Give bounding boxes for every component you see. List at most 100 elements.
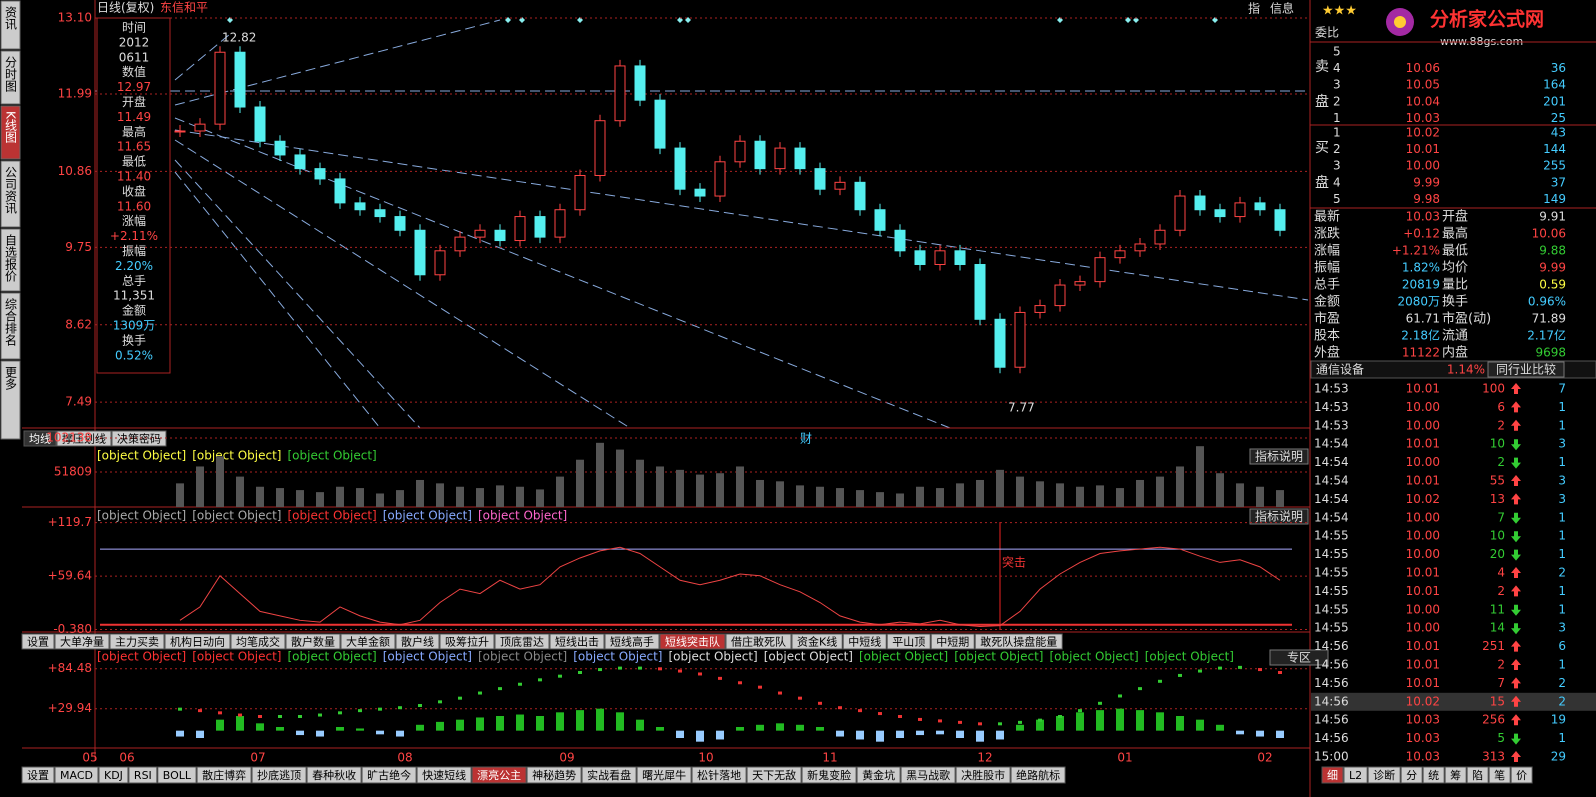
- tab[interactable]: [974, 633, 1063, 650]
- sidebar-tab[interactable]: [0, 228, 21, 292]
- tab-label[interactable]: 抄底逃顶: [257, 768, 301, 782]
- tab-label[interactable]: 陷: [1472, 768, 1483, 782]
- sidebar-tab-label[interactable]: 资讯: [4, 6, 18, 31]
- sidebar-tab[interactable]: [0, 50, 21, 105]
- tab-label[interactable]: 短线出击: [555, 635, 599, 649]
- tab[interactable]: [1466, 766, 1489, 784]
- industry-button-label[interactable]: 同行业比较: [1496, 362, 1556, 377]
- tab[interactable]: [196, 766, 252, 784]
- tab-label[interactable]: 价: [1516, 769, 1527, 782]
- tab[interactable]: [1343, 766, 1368, 784]
- sidebar-tab[interactable]: [0, 0, 21, 50]
- tab[interactable]: [23, 430, 57, 447]
- tab-label[interactable]: 黑马战歌: [906, 768, 950, 782]
- tab[interactable]: [128, 766, 158, 784]
- tab[interactable]: [930, 633, 975, 650]
- tab[interactable]: [54, 766, 99, 784]
- tab[interactable]: [251, 766, 307, 784]
- sidebar-tab[interactable]: [0, 105, 21, 160]
- tab-label[interactable]: 大单金额: [346, 635, 390, 649]
- tab-label[interactable]: 顶底雷达: [500, 635, 544, 649]
- sidebar-tab-label[interactable]: 更多: [4, 366, 18, 391]
- tab-label[interactable]: 曙光犀牛: [642, 768, 686, 782]
- tab-label[interactable]: 中短期: [936, 635, 969, 649]
- tab[interactable]: [900, 766, 956, 784]
- tab[interactable]: [21, 633, 55, 650]
- tab[interactable]: [98, 766, 129, 784]
- tab[interactable]: [604, 633, 660, 650]
- tab[interactable]: [361, 766, 417, 784]
- tab-label[interactable]: 设置: [27, 769, 49, 782]
- tab-label[interactable]: 平山顶: [892, 636, 925, 649]
- tab-label[interactable]: 均线: [29, 432, 51, 446]
- tab-label[interactable]: 天下无敌: [752, 768, 796, 782]
- tab-label[interactable]: 分: [1406, 769, 1417, 782]
- tab[interactable]: [21, 766, 55, 784]
- tab[interactable]: [791, 633, 843, 650]
- tab-label[interactable]: 新鬼变脸: [807, 768, 851, 782]
- tab-label[interactable]: 均笔成交: [236, 635, 280, 649]
- tab-label[interactable]: 敢死队操盘能量: [980, 635, 1057, 649]
- tab-label[interactable]: 黄金坑: [862, 768, 895, 782]
- tab[interactable]: [230, 633, 286, 650]
- tab-label[interactable]: 神秘趋势: [532, 768, 576, 782]
- tab-label[interactable]: 中短线: [848, 635, 881, 649]
- tab[interactable]: [842, 633, 887, 650]
- tab[interactable]: [285, 633, 341, 650]
- tab[interactable]: [659, 633, 726, 650]
- tab-label[interactable]: 松针落地: [697, 768, 741, 782]
- tab-label[interactable]: 散庄博弈: [202, 768, 246, 782]
- tab[interactable]: [1367, 766, 1401, 784]
- tab-label[interactable]: 春种秋收: [312, 768, 356, 782]
- tab-label[interactable]: BOLL: [163, 769, 192, 782]
- tab[interactable]: [54, 633, 110, 650]
- tab-label[interactable]: 快速短线: [422, 768, 466, 782]
- tab[interactable]: [1422, 766, 1445, 784]
- sidebar-tab-label[interactable]: 公司资讯: [4, 166, 18, 215]
- tab-label[interactable]: 筹: [1450, 768, 1461, 782]
- tab[interactable]: [725, 633, 792, 650]
- tab-label[interactable]: 决胜股市: [961, 768, 1005, 782]
- tab[interactable]: [395, 633, 440, 650]
- tab[interactable]: [955, 766, 1011, 784]
- tab-label[interactable]: 实战看盘: [587, 768, 631, 782]
- tab-label[interactable]: MACD: [60, 769, 93, 782]
- tab[interactable]: [1400, 766, 1423, 784]
- indicator-button[interactable]: [1249, 448, 1309, 465]
- tab-label[interactable]: 决策密码: [117, 432, 161, 446]
- tab[interactable]: [157, 766, 197, 784]
- tab-label[interactable]: 借庄敢死队: [731, 635, 786, 649]
- tab-label[interactable]: RSI: [134, 769, 152, 782]
- industry-button[interactable]: [1487, 361, 1565, 378]
- tab-label[interactable]: 设置: [27, 636, 49, 649]
- sidebar-tab-label[interactable]: 分时图: [4, 56, 18, 92]
- tab-label[interactable]: 旷古绝今: [367, 768, 411, 782]
- tab[interactable]: [1321, 766, 1344, 784]
- tab[interactable]: [471, 766, 527, 784]
- tab-label[interactable]: 绝路航标: [1016, 768, 1060, 782]
- tab-label[interactable]: L2: [1349, 769, 1362, 782]
- tab-label[interactable]: 散户数量: [291, 635, 335, 649]
- indicator-button[interactable]: [1249, 508, 1309, 525]
- tab-label[interactable]: 短线高手: [610, 635, 654, 649]
- sidebar-tab[interactable]: [0, 360, 21, 440]
- tab-label[interactable]: KDJ: [104, 769, 123, 782]
- tab[interactable]: [416, 766, 472, 784]
- tab-label[interactable]: 细: [1327, 769, 1338, 782]
- tab[interactable]: [549, 633, 605, 650]
- tab[interactable]: [746, 766, 802, 784]
- tab-label[interactable]: 大单净量: [60, 635, 104, 649]
- tab-label[interactable]: 撑压划线: [62, 432, 106, 446]
- tab[interactable]: [164, 633, 231, 650]
- sidebar-tab[interactable]: [0, 160, 21, 228]
- tab[interactable]: [1510, 766, 1533, 784]
- tab[interactable]: [494, 633, 550, 650]
- tab[interactable]: [691, 766, 747, 784]
- tab-label[interactable]: 主力买卖: [115, 636, 159, 649]
- indicator-button-label[interactable]: 指标说明: [1255, 509, 1303, 524]
- tab[interactable]: [856, 766, 901, 784]
- sidebar-tab-label[interactable]: 综合排名: [4, 298, 18, 346]
- tab-label[interactable]: 漂亮公主: [477, 768, 521, 782]
- tab[interactable]: [1444, 766, 1467, 784]
- chart-button[interactable]: 信息: [1270, 1, 1294, 16]
